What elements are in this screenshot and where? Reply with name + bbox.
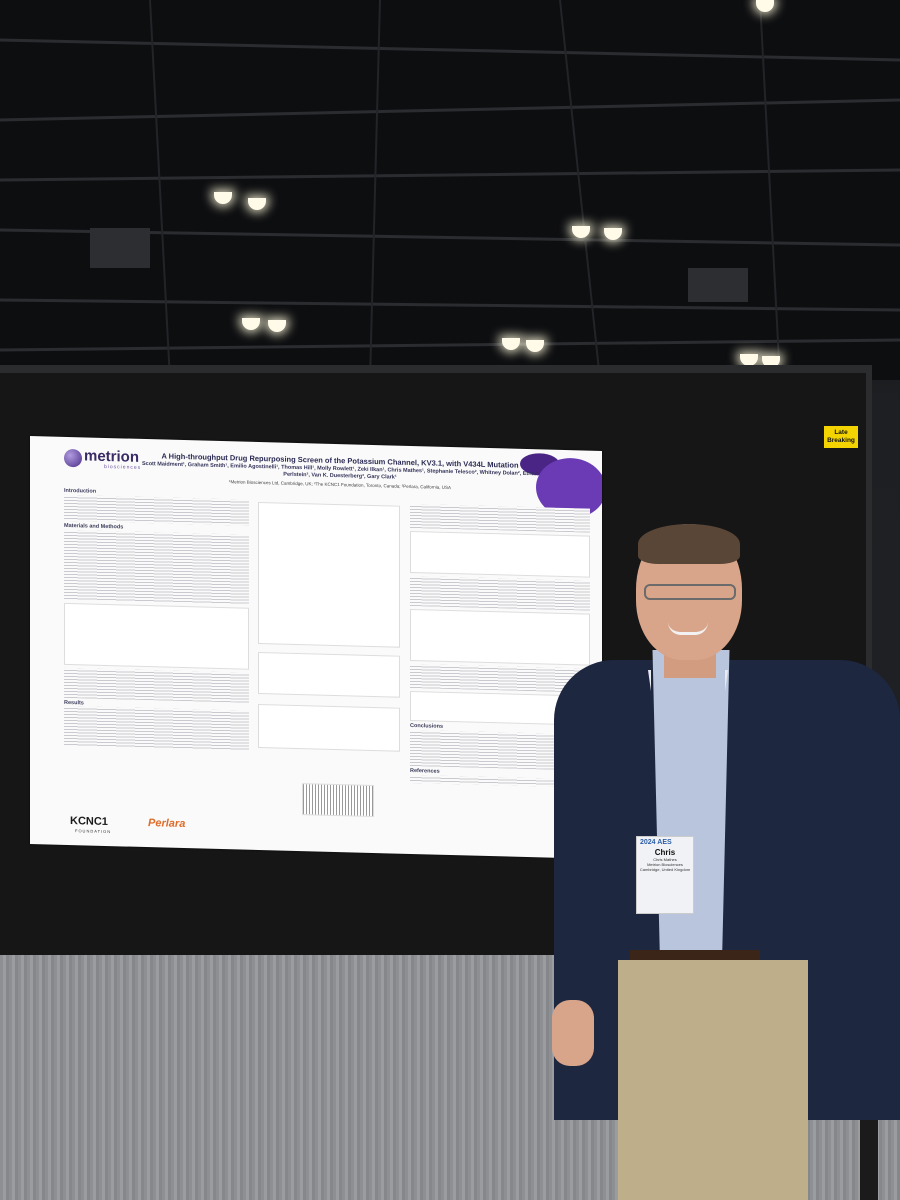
ceiling-light [268,320,286,332]
ceiling-light [572,226,590,238]
poster-figure [258,501,400,648]
ceiling-light [242,318,260,330]
badge-event: AES [657,839,672,846]
badge-name: Chris [654,848,676,857]
khaki-pants [618,960,808,1200]
ceiling-truss [0,0,900,380]
poster-text-block [258,651,400,698]
kcnc1-logo-sub: FOUNDATION [75,828,112,835]
poster-figure [302,783,374,818]
research-poster: metrion biosciences A High-throughput Dr… [30,436,602,859]
name-badge: 2024 AES Chris Chris Mathes Metrion Bios… [636,836,694,914]
poster-logo-sub: biosciences [104,463,142,471]
late-breaking-tag: Late Breaking [824,426,858,448]
glasses-icon [644,584,736,600]
ceiling-light [604,228,622,240]
blue-shirt [652,650,730,970]
perlara-logo: Perlara [148,817,186,831]
poster-column-1: Introduction Materials and Methods Resul… [64,487,249,754]
smile [668,622,708,635]
badge-line: Chris Mathes [653,857,677,862]
poster-logo: metrion [84,447,140,466]
hair [638,524,740,564]
ceiling-light [502,338,520,350]
badge-line: Cambridge, United Kingdom [639,867,691,872]
badge-line: Metrion Biosciences [647,862,683,867]
ceiling-light [740,354,758,366]
presenter: 2024 AES Chris Chris Mathes Metrion Bios… [540,520,900,1200]
badge-year: 2024 [640,839,656,846]
kcnc1-logo: KCNC1 [70,815,108,829]
ceiling-light [248,198,266,210]
hand [552,1000,594,1066]
ceiling-light [756,0,774,12]
ceiling-light [526,340,544,352]
poster-figure [258,703,400,752]
ceiling-light [214,192,232,204]
metrion-logo-icon [64,448,82,468]
